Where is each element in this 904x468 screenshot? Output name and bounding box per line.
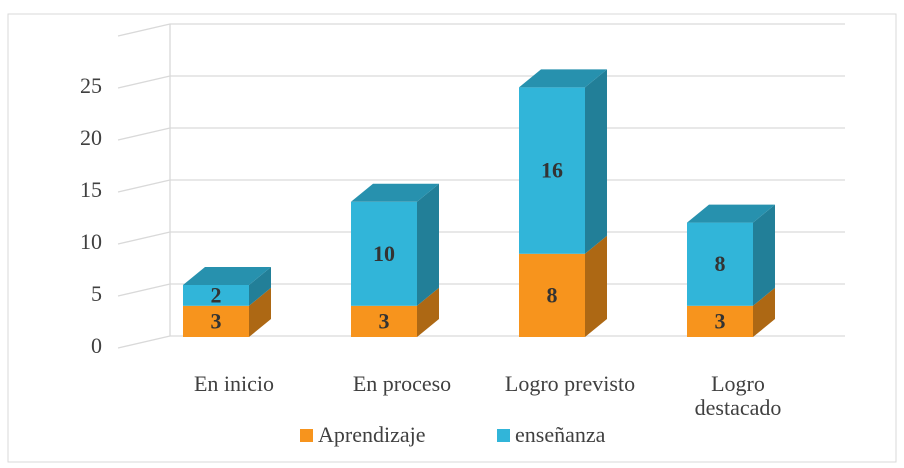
y-tick-label: 10	[80, 229, 102, 254]
chart-border	[7, 13, 897, 463]
bar-top	[519, 69, 607, 88]
y-tick-label: 0	[91, 333, 102, 358]
data-label: 3	[715, 308, 726, 333]
data-label: 16	[541, 158, 563, 183]
y-tick-label: 15	[80, 177, 102, 202]
bar-side	[417, 287, 439, 337]
x-tick-label: En proceso	[352, 371, 452, 396]
bar-front	[519, 253, 585, 337]
bar-front	[687, 222, 753, 306]
legend-label: enseñanza	[515, 422, 606, 447]
bar-front	[519, 87, 585, 254]
grid-line	[117, 127, 845, 141]
bar-side	[249, 267, 271, 306]
y-tick-label: 20	[80, 125, 102, 150]
bar-front	[351, 305, 417, 337]
x-tick-label: En inicio	[193, 371, 275, 396]
bar-side	[753, 287, 775, 337]
bar-side	[417, 183, 439, 306]
bar-front	[687, 305, 753, 337]
grid-line	[117, 75, 845, 89]
bar-side	[249, 287, 271, 337]
data-label: 8	[715, 251, 726, 276]
legend-label: Aprendizaje	[318, 422, 426, 447]
data-label: 10	[373, 241, 395, 266]
bar-side	[753, 204, 775, 306]
legend-swatch	[497, 429, 510, 442]
bar-front	[351, 201, 417, 306]
y-tick-label: 5	[91, 281, 102, 306]
bar-front	[183, 305, 249, 337]
bar-top	[351, 183, 439, 202]
x-tick-label: Logro previsto	[504, 371, 636, 396]
grid-line	[117, 179, 845, 193]
data-label: 8	[547, 282, 558, 307]
bar-top	[183, 267, 271, 285]
bar-front	[183, 285, 249, 306]
x-tick-label: Logro destacado	[694, 371, 782, 420]
bar-top	[687, 204, 775, 223]
grid-line	[117, 335, 845, 349]
data-label: 2	[211, 282, 222, 307]
legend-swatch	[300, 429, 313, 442]
data-label: 3	[211, 308, 222, 333]
bar-side	[585, 69, 607, 254]
bar-side	[585, 235, 607, 337]
y-tick-label: 25	[80, 73, 102, 98]
axis-top	[117, 23, 845, 37]
data-label: 3	[379, 308, 390, 333]
